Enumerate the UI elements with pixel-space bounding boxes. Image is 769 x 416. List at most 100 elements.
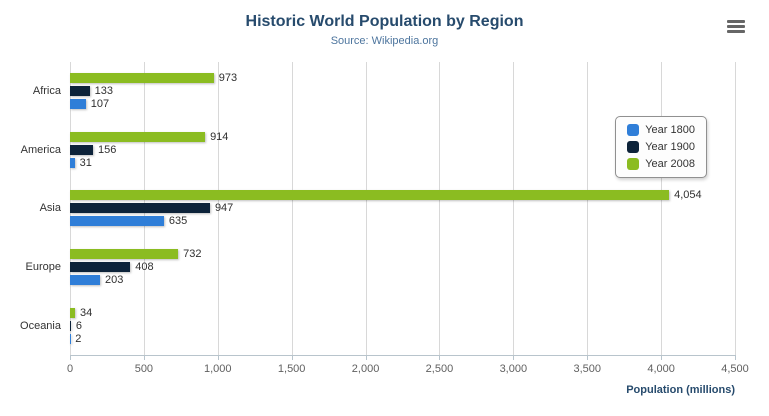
bar-value-label: 4,054 [674, 189, 702, 202]
category-label: Oceania [20, 319, 61, 332]
x-tick-label: 3,000 [499, 363, 528, 375]
bar-year-2008-africa[interactable] [70, 73, 214, 84]
category-group-oceania: Oceania 34 6 2 [20, 296, 735, 355]
category-group-europe: Europe 732 408 203 [26, 238, 735, 297]
x-tick-mark [217, 355, 219, 360]
bar-value-label: 203 [104, 274, 124, 287]
bar-year-1800-asia[interactable] [70, 216, 164, 227]
gridline [661, 62, 663, 355]
x-tick-label: 4,500 [721, 363, 749, 375]
bar-value-label: 635 [168, 215, 188, 228]
bar-row: 203 [70, 274, 735, 287]
x-tick-mark [735, 355, 736, 360]
hamburger-icon [727, 25, 745, 28]
bar-row: 732 [70, 248, 735, 261]
chart-title: Historic World Population by Region [245, 13, 524, 30]
plot-area: 0 500 1,000 1,500 2,000 2,500 3,000 3,500 4,000 4… [20, 62, 749, 375]
x-tick-mark [439, 355, 441, 360]
legend-item-year-1900[interactable]: Year 1900 [627, 141, 695, 153]
bar-row: 34 [70, 306, 735, 319]
x-tick-label: 500 [134, 363, 154, 375]
bar-value-label: 973 [218, 72, 238, 85]
bar-year-2008-asia[interactable] [70, 190, 670, 201]
x-axis-title: Population (millions) [626, 384, 735, 396]
bar-year-1900-oceania[interactable] [70, 320, 71, 331]
legend-label: Year 1900 [645, 141, 695, 153]
bar-value-label: 31 [79, 156, 92, 169]
bar-year-1900-america[interactable] [70, 144, 94, 155]
x-tick-label: 0 [66, 363, 74, 375]
bar-row: 4,054 [70, 189, 735, 202]
gridline [365, 62, 367, 355]
gridline [513, 62, 515, 355]
bar-group: 973 133 107 [70, 62, 735, 121]
bar-group: 4,054 947 635 [70, 179, 735, 238]
bar-value-label: 408 [135, 261, 154, 274]
bar-value-label: 34 [80, 306, 93, 319]
export-menu-button[interactable] [725, 16, 747, 37]
bar-row: 947 [70, 202, 735, 215]
x-tick-label: 2,000 [351, 363, 380, 375]
bar-value-label: 107 [90, 98, 110, 111]
bar-value-label: 732 [183, 248, 202, 261]
bar-row: 914 [70, 130, 735, 143]
bar-value-label: 914 [210, 130, 229, 143]
bar-group: 914 156 31 [70, 121, 735, 180]
legend-label: Year 1800 [645, 124, 695, 136]
category-label: Asia [39, 202, 61, 215]
bar-row: 408 [70, 261, 735, 274]
bar-row: 6 [70, 319, 735, 332]
bar-value-label: 947 [214, 202, 234, 215]
chart-subtitle: Source: Wikipedia.org [330, 35, 439, 47]
bar-row: 2 [70, 332, 735, 345]
bar-group: 34 6 2 [70, 296, 735, 355]
legend-swatch-icon [627, 124, 640, 136]
bar-row: 635 [70, 215, 735, 228]
bar-year-1900-europe[interactable] [70, 262, 131, 273]
x-tick-label: 4,000 [647, 363, 675, 375]
category-group-america: America 914 156 31 [21, 121, 735, 180]
x-tick-mark [291, 355, 293, 360]
legend-item-year-1800[interactable]: Year 1800 [627, 124, 695, 136]
bar-year-1800-europe[interactable] [70, 275, 100, 286]
bar-year-1900-asia[interactable] [70, 203, 210, 214]
bar-row: 156 [70, 143, 735, 156]
bar-row: 133 [70, 85, 735, 97]
bar-year-1900-africa[interactable] [70, 86, 90, 97]
x-tick-label: 2,500 [425, 363, 454, 375]
legend-label: Year 2008 [645, 158, 695, 170]
bar-row: 973 [70, 72, 735, 85]
legend: Year 1800 Year 1900 Year 2008 [615, 116, 707, 178]
category-label: America [20, 143, 61, 156]
hamburger-icon [727, 20, 745, 23]
bar-value-label: 156 [98, 143, 117, 156]
x-tick-mark [513, 355, 515, 360]
legend-swatch-icon [627, 141, 640, 153]
bar-value-label: 6 [75, 319, 82, 332]
x-tick-label: 1,000 [204, 363, 232, 375]
x-tick-mark [587, 355, 589, 360]
hamburger-icon [727, 30, 745, 33]
bar-value-label: 2 [75, 332, 82, 345]
x-tick-mark [365, 355, 367, 360]
bar-year-2008-europe[interactable] [70, 249, 179, 260]
x-tick-label: 3,500 [573, 363, 601, 375]
gridline [439, 62, 441, 355]
legend-item-year-2008[interactable]: Year 2008 [627, 158, 695, 170]
bar-row: 31 [70, 156, 735, 169]
bar-year-1800-america[interactable] [70, 157, 75, 168]
bar-year-1800-africa[interactable] [70, 99, 86, 110]
gridline [291, 62, 293, 355]
category-group-asia: Asia 4,054 947 635 [40, 179, 735, 238]
category-group-africa: Africa 973 133 107 [33, 62, 735, 121]
bar-year-2008-america[interactable] [70, 131, 206, 142]
gridline [217, 62, 219, 355]
bar-group: 732 408 203 [70, 238, 735, 297]
bar-row: 107 [70, 98, 735, 111]
bar-year-2008-oceania[interactable] [70, 307, 76, 318]
x-tick-mark [661, 355, 663, 360]
category-label: Africa [32, 85, 61, 98]
x-tick-mark [143, 355, 145, 360]
gridline [735, 62, 736, 355]
